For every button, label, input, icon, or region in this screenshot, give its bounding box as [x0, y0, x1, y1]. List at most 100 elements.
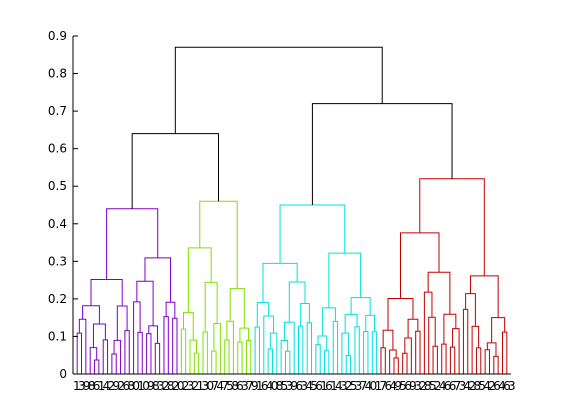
leaf-label: 5: [478, 379, 486, 393]
dendrogram-link: [363, 331, 369, 374]
dendrogram-link: [380, 347, 386, 374]
dendrogram-link: [493, 355, 499, 374]
dendrogram-link: [78, 318, 87, 374]
leaf-label: 2: [345, 379, 353, 393]
dendrogram-link: [183, 312, 194, 341]
dendrogram-link: [475, 347, 482, 374]
leaf-label: 7: [380, 379, 388, 393]
dendrogram-link: [432, 345, 438, 374]
y-tick-label: 0.4: [48, 217, 67, 231]
leaf-label: 6: [384, 379, 392, 393]
leaf-label: 7: [221, 379, 229, 393]
leaf-label: 6: [444, 379, 452, 393]
dendrogram-link: [189, 339, 198, 374]
leaf-label: 9: [251, 379, 259, 393]
leaf-label: 4: [439, 379, 447, 393]
dendrogram-link: [82, 305, 100, 325]
leaf-label: 8: [473, 379, 481, 393]
dendrogram-link: [465, 293, 476, 327]
dendrogram-link: [106, 208, 159, 280]
leaf-label: 3: [241, 379, 249, 393]
y-tick-label: 0.3: [48, 254, 67, 268]
dendrogram-link: [111, 353, 117, 374]
leaf-label: 6: [325, 379, 333, 393]
dendrogram-link: [226, 320, 234, 374]
leaf-label: 3: [414, 379, 422, 393]
leaf-label: 9: [291, 379, 299, 393]
dendrogram-link: [332, 320, 339, 374]
dendrogram-link: [146, 333, 152, 374]
leaf-label: 1: [375, 379, 383, 393]
leaf-label: 6: [122, 379, 130, 393]
dendrogram-link: [204, 281, 218, 332]
dendrogram-link: [180, 328, 187, 374]
dendrogram-link: [279, 204, 346, 264]
leaf-label: 8: [231, 379, 239, 393]
leaf-label: 2: [192, 379, 200, 393]
leaf-label: 8: [167, 379, 175, 393]
dendrogram-link: [462, 308, 469, 374]
dendrogram-link: [315, 344, 321, 374]
dendrogram-link: [284, 350, 291, 374]
leaf-label: 2: [182, 379, 190, 393]
leaf-label: 2: [469, 379, 477, 393]
dendrogram-link: [354, 326, 360, 374]
dendrogram-link: [387, 297, 414, 331]
leaf-label: 0: [132, 379, 140, 393]
dendrogram-link: [402, 352, 408, 374]
leaf-label: 1: [98, 379, 106, 393]
leaf-label: 0: [142, 379, 150, 393]
leaf-label: 3: [340, 379, 348, 393]
dendrogram-link: [441, 343, 447, 374]
dendrogram-link: [298, 325, 304, 374]
dendrogram-link: [148, 325, 158, 344]
leaf-label: 3: [202, 379, 210, 393]
leaf-label: 8: [424, 379, 432, 393]
dendrogram-link: [211, 350, 217, 374]
dendrogram-link: [486, 342, 497, 357]
dendrogram-link: [133, 301, 141, 374]
leaf-label: 4: [483, 379, 491, 393]
leaf-label: 3: [508, 379, 516, 393]
dendrogram-link: [94, 359, 100, 374]
dendrogram-link: [449, 346, 456, 374]
leaf-label: 7: [454, 379, 462, 393]
dendrogram-link: [187, 247, 212, 313]
dendrogram-link: [419, 178, 485, 276]
dendrogram-link: [213, 323, 221, 374]
leaf-label: 0: [271, 379, 279, 393]
dendrogram-link: [393, 357, 399, 374]
leaf-label: 9: [113, 379, 121, 393]
leaf-label: 5: [281, 379, 289, 393]
leaf-label: 0: [177, 379, 185, 393]
leaf-label: 6: [295, 379, 303, 393]
y-axis-ticks: 0 0.1 0.2 0.3 0.4 0.5 0.6 0.7 0.8 0.9: [48, 29, 78, 381]
leaf-label: 1: [137, 379, 145, 393]
leaf-label: 4: [216, 379, 224, 393]
leaf-label: 4: [335, 379, 343, 393]
leaf-label: 2: [434, 379, 442, 393]
leaf-label: 8: [88, 379, 96, 393]
y-tick-label: 0.1: [48, 329, 67, 343]
dendrogram-link: [341, 332, 349, 374]
dendrogram-link: [239, 327, 250, 343]
dendrogram-link: [350, 297, 371, 316]
y-tick-label: 0.2: [48, 292, 67, 306]
leaf-label: 4: [305, 379, 313, 393]
leaf-label: 5: [310, 379, 318, 393]
leaf-labels: 1398614292680109832820232130747586379164…: [73, 379, 516, 393]
leaf-label: 2: [419, 379, 427, 393]
leaf-label: 1: [330, 379, 338, 393]
dendrogram-link: [345, 354, 352, 374]
y-axis: [72, 36, 511, 375]
dendrogram-link: [245, 340, 252, 374]
dendrogram-link: [102, 339, 109, 374]
dendrogram-link: [328, 252, 362, 308]
dendrogram-link: [89, 347, 98, 374]
dendrogram-link: [288, 281, 306, 323]
dendrogram-link: [311, 103, 453, 205]
leaf-label: 3: [157, 379, 165, 393]
dendrogram-link: [229, 288, 245, 329]
leaf-label: 3: [78, 379, 86, 393]
